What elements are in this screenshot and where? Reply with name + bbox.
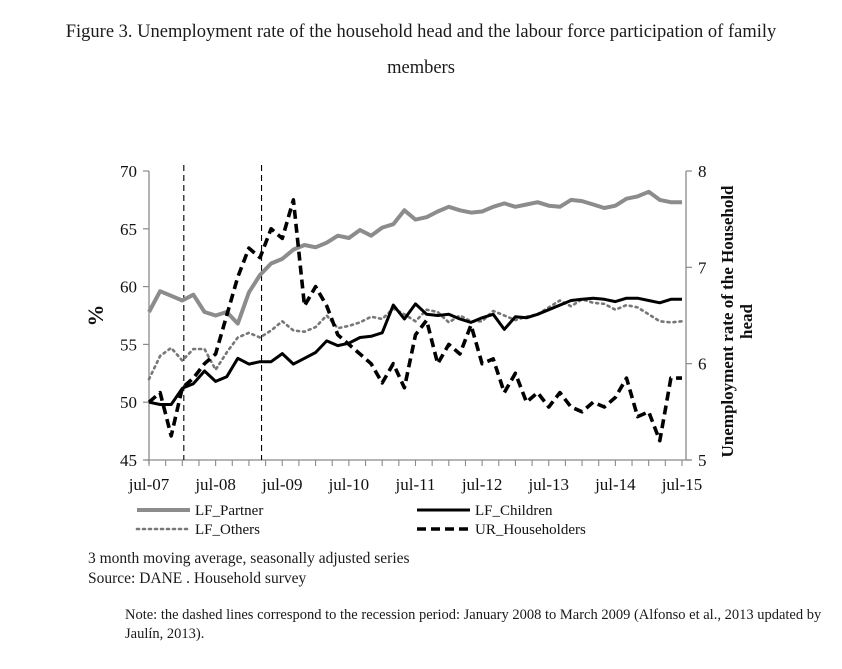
legend-label-ur-householders: UR_Householders	[475, 522, 586, 538]
y-axis-title-right-line1: Unemployment rate of the Household	[718, 185, 737, 458]
y-tick-label-left: 65	[120, 220, 137, 239]
legend-label-lf-children: LF_Children	[475, 503, 553, 519]
figure-title-line2: members	[387, 58, 455, 78]
figure-title: Figure 3. Unemployment rate of the house…	[0, 14, 842, 86]
y-tick-label-left: 70	[120, 162, 137, 181]
series-lf-partner	[147, 189, 682, 326]
y-tick-label-right: 8	[698, 162, 707, 181]
series-lf-others	[147, 297, 684, 381]
y-tick-label-left: 55	[120, 335, 137, 354]
y-axis-title-left: %	[83, 305, 108, 327]
chart-notes: 3 month moving average, seasonally adjus…	[88, 549, 410, 589]
x-tick-label: jul-10	[328, 475, 370, 494]
y-tick-label-left: 50	[120, 393, 137, 412]
x-tick-label: jul-11	[395, 475, 436, 494]
y-axis-title-right-line2: head	[737, 303, 756, 339]
y-tick-label-left: 60	[120, 278, 137, 297]
x-tick-label: jul-09	[261, 475, 303, 494]
legend-label-lf-partner: LF_Partner	[195, 503, 263, 519]
recession-markers	[183, 165, 263, 460]
y-tick-label-left: 45	[120, 451, 137, 470]
figure-title-line1: Figure 3. Unemployment rate of the house…	[65, 22, 777, 42]
footnote: Note: the dashed lines correspond to the…	[125, 607, 822, 642]
legend: LF_Partner LF_Children LF_Others UR_Househo…	[135, 503, 586, 538]
y-tick-label-right: 7	[698, 258, 707, 277]
series-ur-householders	[147, 198, 682, 443]
axes: 45 50 55 60 65 70 5 6 7 8 jul-07 jul-08 jul-09 jul-10…	[83, 162, 756, 494]
x-tick-label: jul-07	[128, 475, 170, 494]
x-tick-label: jul-14	[594, 475, 636, 494]
x-tick-label: jul-15	[661, 475, 703, 494]
series-lf-children	[148, 296, 682, 406]
y-tick-label-right: 6	[698, 355, 707, 374]
series-lines	[147, 189, 684, 443]
x-tick-label: jul-13	[527, 475, 569, 494]
notes-source: Source: DANE . Household survey	[88, 570, 307, 587]
x-tick-label: jul-08	[194, 475, 236, 494]
y-tick-label-right: 5	[698, 451, 707, 470]
x-tick-label: jul-12	[461, 475, 503, 494]
notes-moving-average: 3 month moving average, seasonally adjus…	[88, 550, 410, 567]
legend-label-lf-others: LF_Others	[195, 522, 260, 538]
